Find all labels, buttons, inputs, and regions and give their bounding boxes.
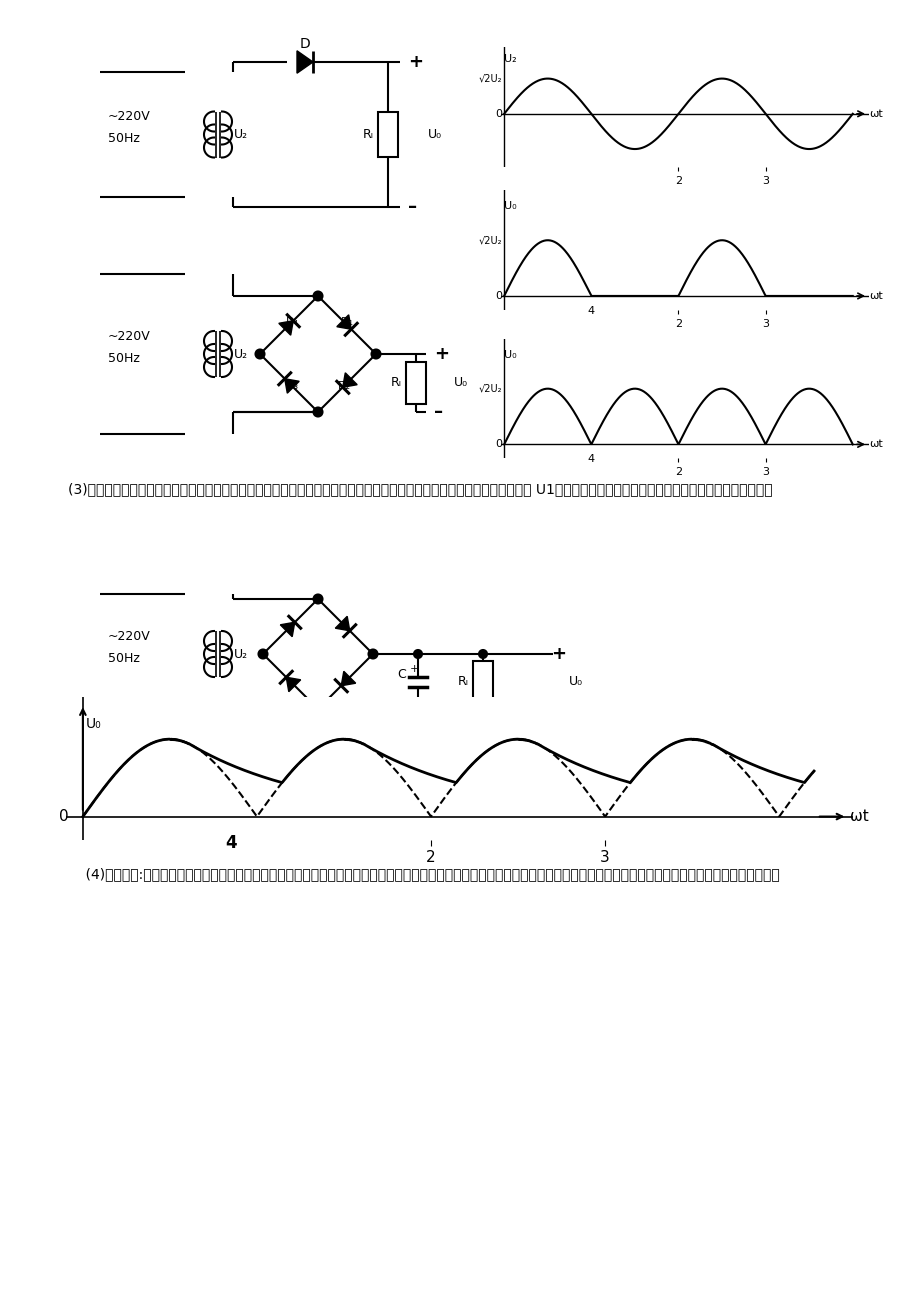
Polygon shape <box>297 51 312 73</box>
Text: +: + <box>434 345 448 363</box>
Text: D₃: D₃ <box>286 381 299 391</box>
Text: –: – <box>434 404 443 421</box>
Circle shape <box>313 292 323 301</box>
Text: 50Hz: 50Hz <box>108 132 140 145</box>
Polygon shape <box>341 672 356 686</box>
Text: U₀: U₀ <box>427 128 441 141</box>
Circle shape <box>371 349 380 358</box>
Text: ωt: ωt <box>868 109 882 118</box>
Polygon shape <box>286 677 301 691</box>
Text: 50Hz: 50Hz <box>108 651 140 664</box>
Text: ωt: ωt <box>868 290 882 301</box>
Bar <box>405 362 425 404</box>
Polygon shape <box>335 616 349 630</box>
Text: +: + <box>409 664 418 673</box>
Text: U₀: U₀ <box>85 717 101 732</box>
Text: U₀: U₀ <box>504 202 516 211</box>
Text: 4: 4 <box>587 454 595 465</box>
Text: ωt: ωt <box>849 809 868 824</box>
Text: 0: 0 <box>494 109 502 118</box>
Text: 0: 0 <box>494 290 502 301</box>
Circle shape <box>313 595 323 604</box>
Circle shape <box>414 704 422 713</box>
Text: 50Hz: 50Hz <box>108 352 140 365</box>
Text: +: + <box>550 644 565 663</box>
Text: 4: 4 <box>587 306 595 316</box>
Text: U₂: U₂ <box>233 128 248 141</box>
Text: ~220V: ~220V <box>108 109 151 122</box>
Circle shape <box>479 704 486 713</box>
Text: Rₗ: Rₗ <box>458 674 469 687</box>
Text: (3)滤波电路：可以将整流电路输出电压中的交流成分大部分滤除。滤波电路滤除较大的波纹成分，输出波纹较小的直流电压 U1。常用的整流滤波电路有全波整流滤波、桥式整: (3)滤波电路：可以将整流电路输出电压中的交流成分大部分滤除。滤波电路滤除较大的… <box>68 482 772 496</box>
Bar <box>472 660 493 703</box>
Circle shape <box>414 650 422 658</box>
Text: C: C <box>397 668 405 681</box>
Text: D₁: D₁ <box>341 318 354 327</box>
Text: D₄: D₄ <box>286 318 299 327</box>
Text: Rₗ: Rₗ <box>363 128 374 141</box>
Text: +: + <box>407 53 423 72</box>
Text: U₀: U₀ <box>568 674 583 687</box>
Bar <box>378 112 398 158</box>
Text: U₂: U₂ <box>233 348 248 361</box>
Polygon shape <box>280 622 294 637</box>
Text: ~220V: ~220V <box>108 629 151 642</box>
Text: √2U₂: √2U₂ <box>478 74 502 83</box>
Text: D₂: D₂ <box>338 381 351 391</box>
Circle shape <box>258 650 267 659</box>
Text: –: – <box>407 198 416 216</box>
Text: –: – <box>550 700 560 717</box>
Text: ~220V: ~220V <box>108 329 151 342</box>
Text: ωt: ωt <box>868 439 882 449</box>
Circle shape <box>369 650 377 659</box>
Text: 0: 0 <box>60 809 69 824</box>
Text: D: D <box>300 36 310 51</box>
Polygon shape <box>343 372 357 387</box>
Text: √2U₂: √2U₂ <box>478 384 502 393</box>
Text: U₀: U₀ <box>453 376 468 389</box>
Text: 4: 4 <box>225 833 236 852</box>
Circle shape <box>255 349 265 358</box>
Text: U₂: U₂ <box>233 647 248 660</box>
Polygon shape <box>278 320 293 335</box>
Text: √2U₂: √2U₂ <box>478 236 502 245</box>
Polygon shape <box>336 315 351 329</box>
Polygon shape <box>285 379 299 393</box>
Text: (4)稳压电路:稳压管稳压电路其工作原理是利用稳压管两端的电压稍有变化，会引起其电流有较大变化这一特点，通过调节与稳压管串联的限流电际上的压降来达到稳定输出电压: (4)稳压电路:稳压管稳压电路其工作原理是利用稳压管两端的电压稍有变化，会引起其… <box>68 867 779 881</box>
Circle shape <box>313 704 323 713</box>
Text: 0: 0 <box>494 439 502 449</box>
Text: U₂: U₂ <box>504 53 516 64</box>
Text: U₀: U₀ <box>504 350 516 359</box>
Circle shape <box>313 408 323 417</box>
Circle shape <box>479 650 486 658</box>
Text: Rₗ: Rₗ <box>391 376 402 389</box>
